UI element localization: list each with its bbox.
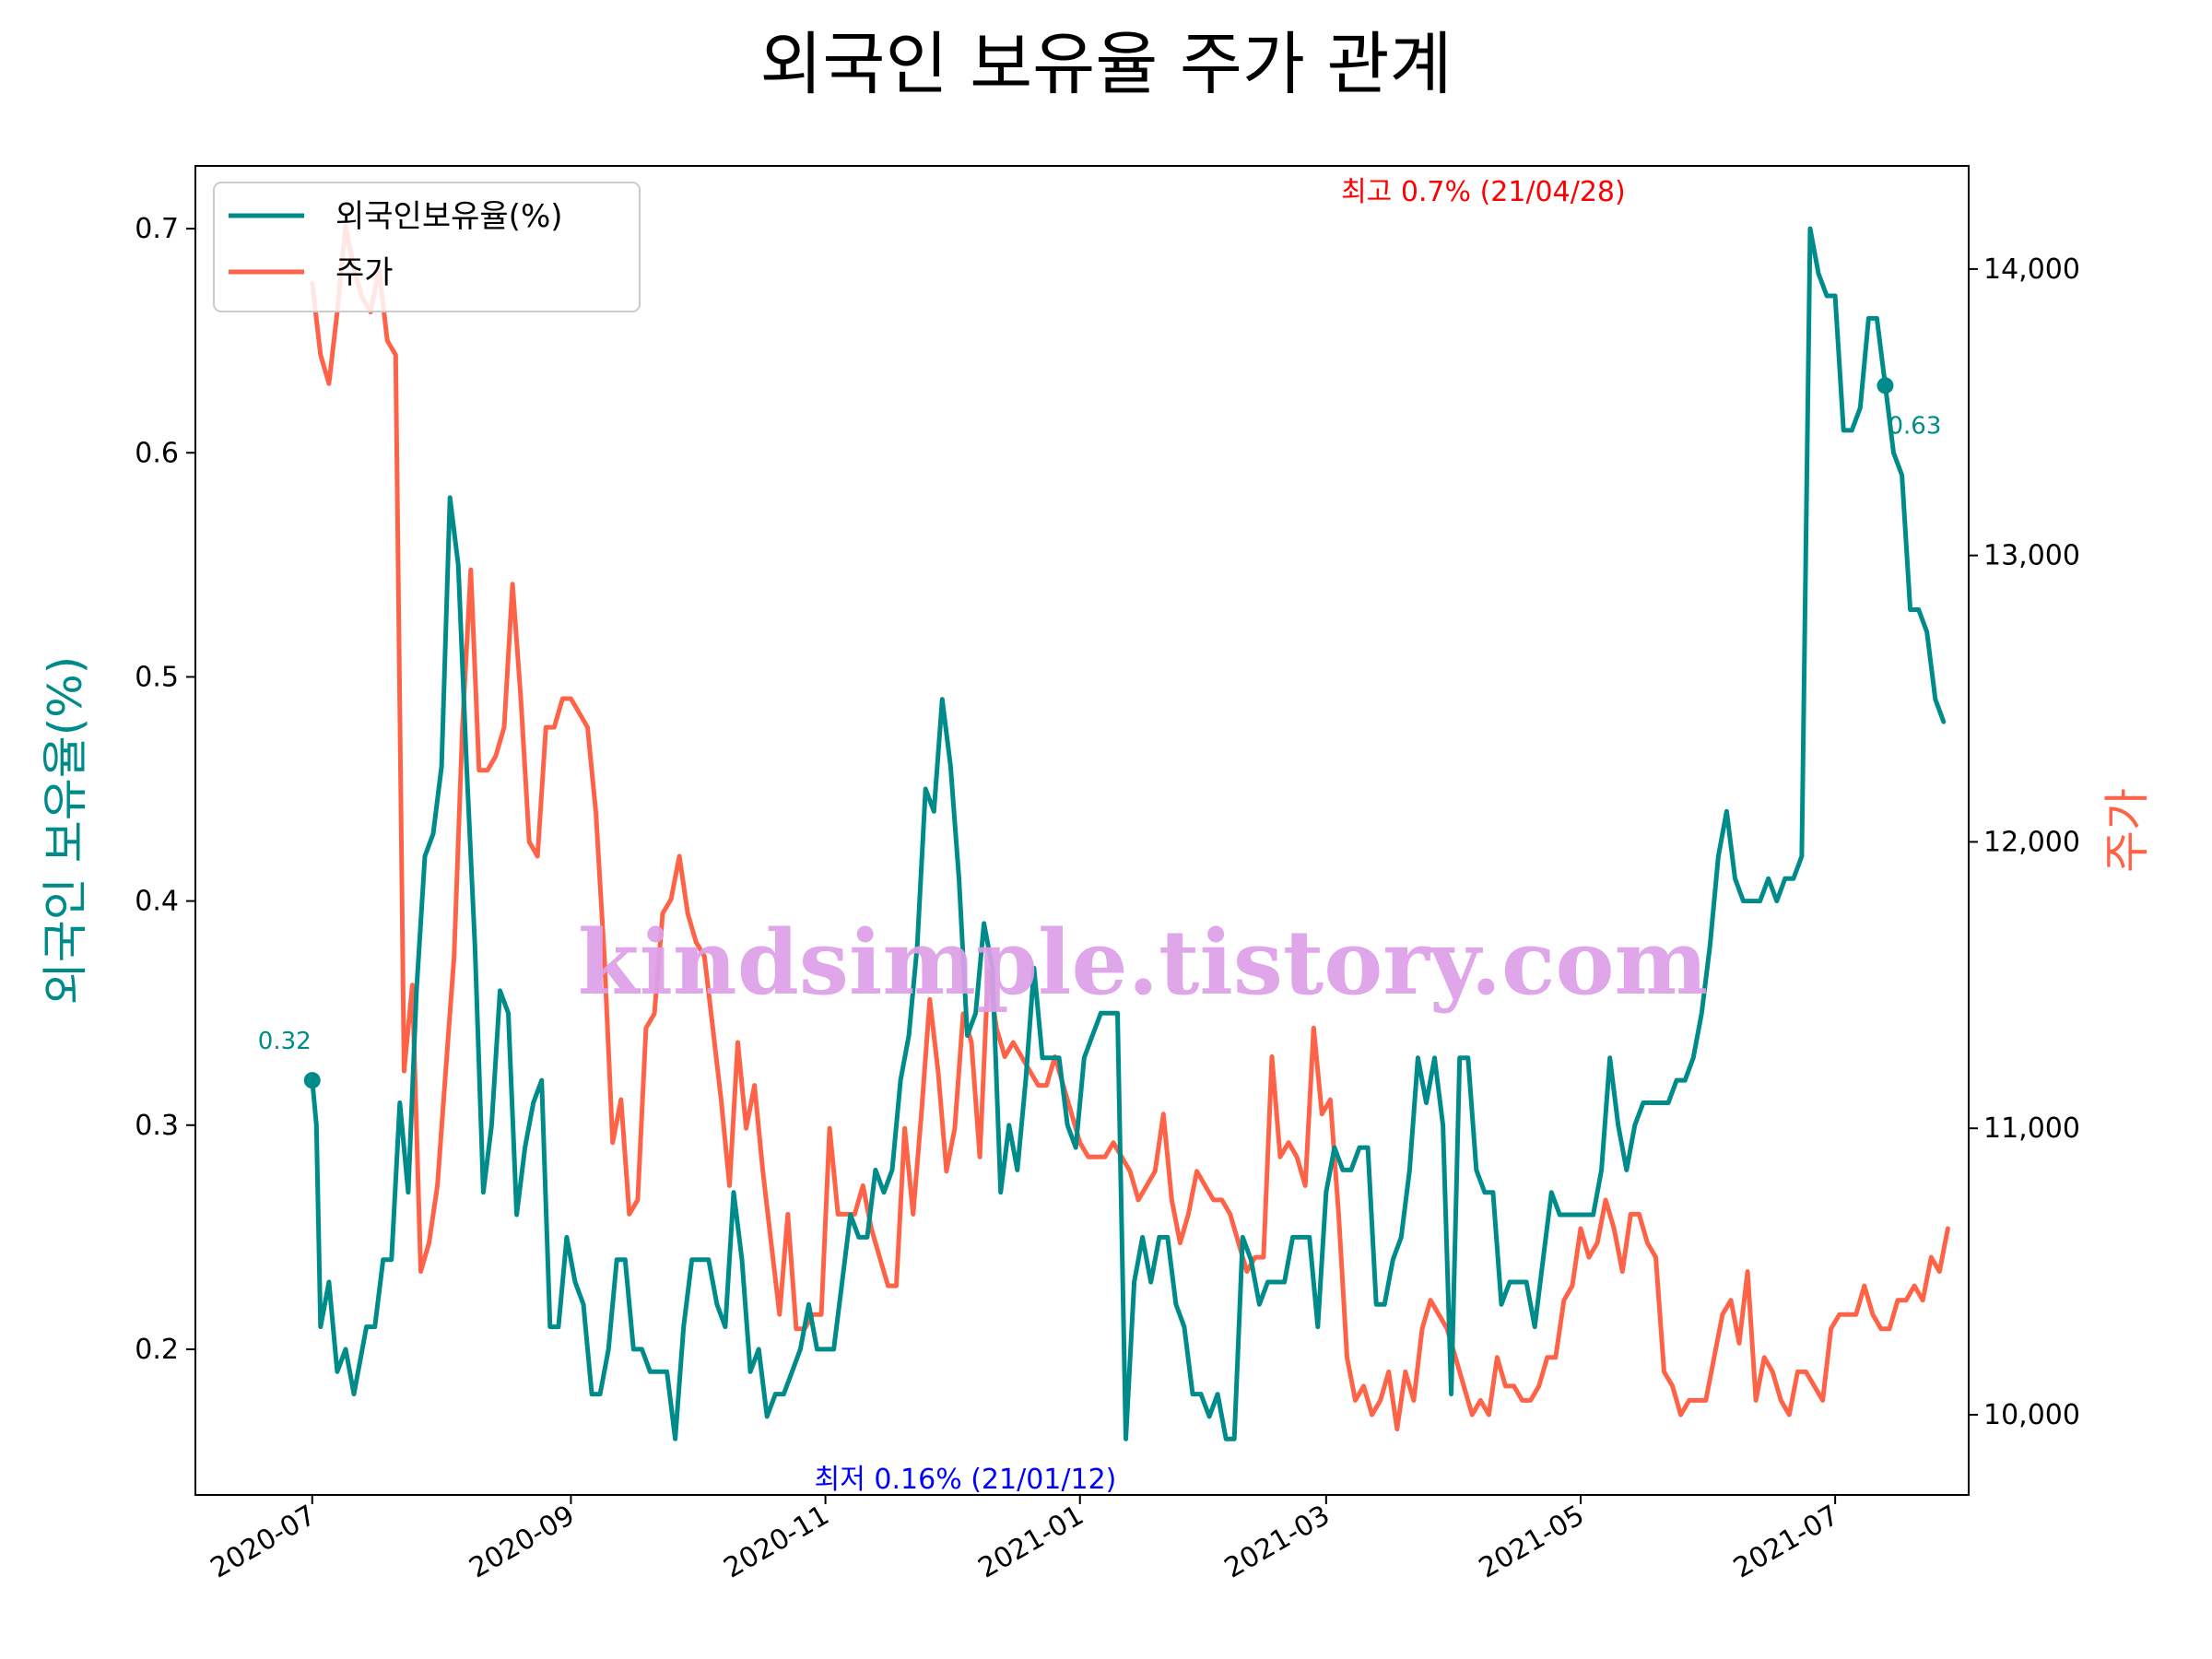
right-ytick-label: 13,000	[1983, 540, 2080, 572]
left-ytick-label: 0.7	[135, 213, 179, 245]
plot-frame	[194, 165, 1970, 1496]
right-ytick-label: 11,000	[1983, 1112, 2080, 1145]
left-ytick-label: 0.2	[135, 1334, 179, 1366]
chart-title: 외국인 보유율 주가 관계	[759, 25, 1452, 104]
max-annotation: 최고 0.7% (21/04/28)	[1341, 176, 1626, 208]
right-ytick-label: 10,000	[1983, 1399, 2080, 1431]
right-ytick-label: 14,000	[1983, 253, 2080, 286]
left-ytick-label: 0.6	[135, 437, 179, 469]
series-line-foreign-ratio	[310, 226, 1947, 1441]
left-y-axis-label: 외국인 보유율(%)	[39, 656, 92, 1005]
left-ytick-label: 0.5	[135, 661, 179, 693]
right-y-axis-label: 주가	[2100, 788, 2154, 873]
legend: 외국인보유율(%) 주가	[213, 182, 641, 312]
start-point-marker	[303, 1072, 321, 1089]
right-y-axis: 10,000 11,000 12,000 13,000 14,000	[1969, 253, 2080, 1431]
end-point-marker	[1877, 377, 1894, 394]
watermark-text: kindsimple.tistory.com	[578, 911, 1708, 1015]
series-layer	[310, 223, 1950, 1441]
min-annotation: 최저 0.16% (21/01/12)	[815, 1464, 1117, 1496]
annotation-layer: 0.32 0.63 최고 0.7% (21/04/28) 최저 0.16% (21/0…	[258, 176, 1942, 1496]
legend-label-price: 주가	[335, 254, 394, 291]
right-ytick-label: 12,000	[1983, 826, 2080, 858]
series-line-price	[310, 223, 1950, 1431]
left-ytick-label: 0.3	[135, 1110, 179, 1142]
plot-area: 0.32 0.63 최고 0.7% (21/04/28) 최저 0.16% (21/0…	[194, 165, 1970, 1496]
legend-frame	[213, 182, 641, 312]
left-y-axis: 0.2 0.3 0.4 0.5 0.6 0.7	[135, 213, 195, 1366]
left-ytick-label: 0.4	[135, 886, 179, 918]
end-point-label: 0.63	[1888, 412, 1942, 440]
legend-label-foreign-ratio: 외국인보유율(%)	[335, 198, 563, 235]
plot-background	[195, 166, 1969, 1495]
start-point-label: 0.32	[258, 1028, 312, 1055]
